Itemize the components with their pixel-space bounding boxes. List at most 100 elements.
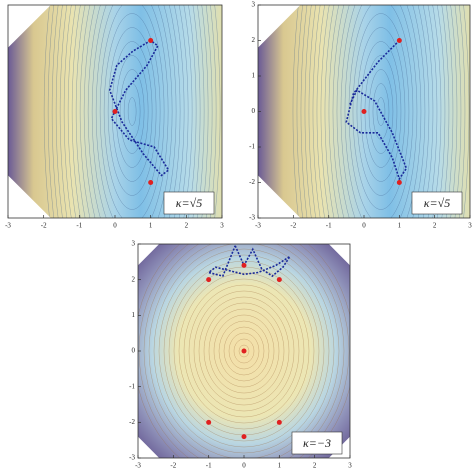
contour-line [51,5,213,218]
contour-line [332,5,430,218]
equilibrium-point [112,109,118,114]
y-tick-label: 1 [132,311,136,319]
contour-line [223,326,265,376]
contour-line [328,5,434,218]
y-tick-label: -1 [129,382,135,390]
x-tick-label: 0 [242,462,246,470]
y-tick-label: 2 [252,36,256,44]
y-tick-label: -2 [249,178,255,186]
annotation-box [291,431,343,455]
y-tick-label: 3 [252,1,256,9]
contour-line [127,97,137,126]
x-tick-label: 3 [468,222,472,230]
equilibrium-point [148,180,154,185]
contour-line [143,244,345,458]
contour-line [63,5,201,218]
contour-line [320,5,442,218]
equilibrium-point [148,38,154,43]
x-tick-label: 3 [220,222,224,230]
contours [138,244,350,458]
contour-line [99,5,165,218]
x-tick-label: 1 [149,222,153,230]
y-tick-label: 0 [252,107,256,115]
trajectory [108,39,170,177]
contour-line [163,254,325,448]
contour-line [336,5,426,218]
equilibrium-point [276,277,282,283]
y-tick-label: -2 [129,418,135,426]
contour-line [71,5,193,218]
trajectory [206,245,291,278]
contour-line [47,5,217,218]
x-tick-label: -1 [326,222,332,230]
x-tick-label: -3 [135,462,141,470]
y-tick-label: 1 [252,72,256,80]
contour-line [158,248,330,454]
contour-line [188,284,300,418]
contour-line [233,338,255,364]
y-tick-label: 0 [132,347,136,355]
contour-line [238,344,250,358]
trajectory [345,39,408,181]
contour-line [203,302,285,400]
equilibrium-point [206,277,212,283]
equilibrium-point [396,38,402,43]
contour-line [43,5,221,218]
contour-line [356,27,406,196]
x-tick-label: 2 [313,462,317,470]
x-tick-label: 1 [398,222,402,230]
contour-line [91,5,173,218]
contour-line [368,69,394,154]
contour-line [168,260,320,442]
equilibrium-point [276,419,282,425]
contour-line [103,13,161,210]
contour-line [344,5,418,218]
y-tick-label: 3 [132,240,136,248]
contour-line [296,5,466,218]
contour-line [372,83,390,140]
contour-line [312,5,450,218]
contour-line [300,5,462,218]
contour-line [213,314,275,388]
annotation: κ=√5 [176,196,202,210]
contour-line [79,5,185,218]
contour-line [119,69,145,154]
contour-line [193,290,295,412]
x-tick-label: 2 [185,222,189,230]
x-tick-label: -1 [206,462,212,470]
x-tick-label: -3 [5,222,11,230]
contour-line [59,5,205,218]
x-tick-label: -3 [255,222,261,230]
contour-line [111,41,153,182]
equilibrium-point [241,348,247,354]
contour-line [352,13,410,210]
y-tick-label: 2 [132,275,136,283]
x-tick-label: 0 [113,222,117,230]
equilibrium-point [396,180,402,185]
contour-line [316,5,446,218]
equilibrium-point [241,262,247,268]
annotation-box [163,191,215,215]
contour-line [228,332,260,370]
contour-line [324,5,438,218]
contour-line [376,97,386,126]
equilibrium-point [241,434,247,440]
contour-line [67,5,197,218]
x-tick-label: 2 [433,222,437,230]
contour-line [153,244,335,458]
contour-line [107,27,157,196]
contour-line [183,278,305,424]
x-tick-label: 0 [362,222,366,230]
x-tick-label: -2 [41,222,47,230]
annotation: κ=−3 [303,436,331,450]
contour-line [178,272,310,430]
x-tick-label: 1 [278,462,282,470]
contour-line [148,244,340,458]
contour-line [218,320,270,382]
contour-line [198,296,290,406]
contour-line [340,5,422,218]
contours [43,5,221,218]
annotation-box [411,191,463,215]
contour-line [308,5,454,218]
contour-line [95,5,169,218]
